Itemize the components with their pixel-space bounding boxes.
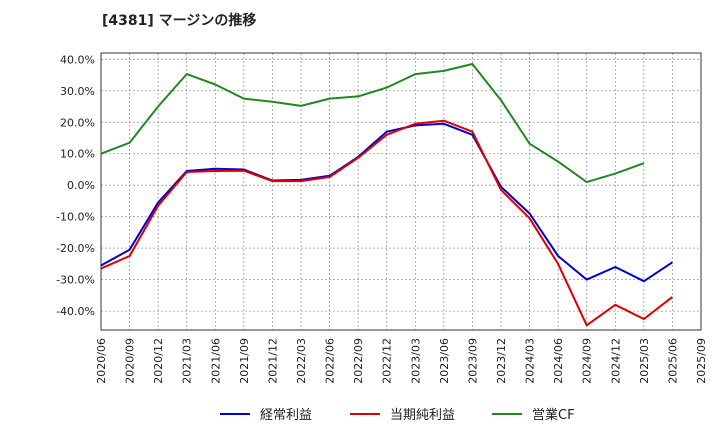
x-tick-label: 2023/09 (466, 338, 479, 384)
x-tick-label: 2023/12 (495, 338, 508, 384)
x-tick-label: 2021/03 (181, 338, 194, 384)
legend-label-3: 営業CF (532, 407, 575, 423)
x-tick-label: 2023/06 (438, 338, 451, 384)
y-tick-label: -30.0% (56, 274, 95, 287)
y-tick-label: 10.0% (60, 148, 95, 161)
x-tick-label: 2025/03 (638, 338, 651, 384)
y-tick-label: 20.0% (60, 116, 95, 129)
y-tick-label: -40.0% (56, 305, 95, 318)
x-tick-label: 2023/03 (409, 338, 422, 384)
series-line-1 (100, 122, 673, 283)
x-tick-label: 2025/09 (695, 338, 708, 384)
x-tick-label: 2024/06 (552, 338, 565, 384)
x-tick-label: 2020/12 (152, 338, 165, 384)
y-tick-label: -10.0% (56, 211, 95, 224)
y-tick-label: 40.0% (60, 53, 95, 66)
series-line-3 (100, 63, 645, 184)
plot-frame (100, 52, 702, 331)
x-tick-label: 2021/09 (238, 338, 251, 384)
y-tick-label: 30.0% (60, 85, 95, 98)
x-tick-label: 2024/03 (524, 338, 537, 384)
chart-title: [4381] マージンの推移 (102, 13, 257, 29)
legend-label-1: 経常利益 (260, 408, 312, 423)
x-tick-label: 2024/12 (609, 338, 622, 384)
x-tick-label: 2021/12 (266, 338, 279, 384)
x-tick-label: 2022/12 (381, 338, 394, 384)
x-tick-label: 2020/06 (95, 338, 108, 384)
x-tick-label: 2024/09 (581, 338, 594, 384)
x-tick-label: 2022/09 (352, 338, 365, 384)
legend-label-2: 当期純利益 (390, 408, 455, 423)
x-tick-label: 2022/06 (324, 338, 337, 384)
x-tick-label: 2021/06 (209, 338, 222, 384)
x-tick-label: 2022/03 (295, 338, 308, 384)
x-tick-label: 2020/09 (124, 338, 137, 384)
y-tick-label: -20.0% (56, 242, 95, 255)
plot-area (101, 53, 701, 330)
x-tick-label: 2025/06 (666, 338, 679, 384)
series-line-2 (100, 119, 674, 327)
y-tick-label: 0.0% (67, 179, 95, 192)
